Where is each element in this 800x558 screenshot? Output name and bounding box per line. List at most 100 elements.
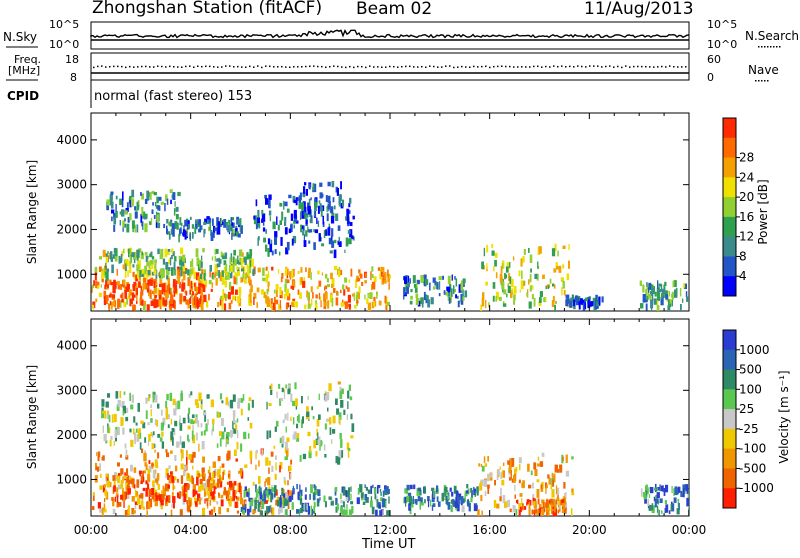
data-cell bbox=[214, 269, 216, 278]
data-cell bbox=[171, 428, 175, 432]
data-cell bbox=[110, 302, 113, 310]
data-cell bbox=[512, 505, 516, 513]
data-cell bbox=[163, 223, 166, 229]
data-cell bbox=[413, 484, 416, 490]
data-cell bbox=[214, 264, 218, 273]
data-cell bbox=[492, 282, 496, 289]
data-cell bbox=[231, 232, 233, 240]
data-cell bbox=[202, 483, 206, 491]
data-cell bbox=[528, 301, 532, 309]
data-patch-5 bbox=[403, 484, 479, 515]
data-cell bbox=[112, 508, 116, 514]
data-cell bbox=[94, 266, 98, 275]
data-cell bbox=[165, 262, 169, 270]
data-cell bbox=[174, 201, 176, 207]
data-cell bbox=[236, 277, 238, 285]
data-cell bbox=[340, 506, 343, 515]
data-cell bbox=[97, 502, 101, 509]
data-cell bbox=[408, 496, 413, 505]
data-cell bbox=[473, 488, 477, 492]
data-cell bbox=[200, 304, 204, 311]
nave-dot bbox=[525, 66, 527, 68]
data-cell bbox=[656, 293, 660, 302]
data-cell bbox=[493, 265, 495, 272]
data-cell bbox=[132, 264, 135, 268]
data-cell bbox=[409, 278, 411, 284]
data-cell bbox=[346, 208, 350, 218]
data-cell bbox=[301, 225, 304, 229]
data-cell bbox=[552, 498, 556, 507]
nave-dot bbox=[457, 66, 459, 68]
data-cell bbox=[187, 269, 190, 275]
data-cell bbox=[198, 392, 202, 402]
data-cell bbox=[349, 396, 353, 401]
data-cell bbox=[331, 283, 334, 288]
data-cell bbox=[206, 216, 210, 220]
data-cell bbox=[102, 485, 106, 493]
data-cell bbox=[276, 420, 279, 427]
data-cell bbox=[584, 302, 586, 309]
data-cell bbox=[122, 417, 124, 425]
data-cell bbox=[281, 290, 283, 298]
data-cell bbox=[679, 288, 682, 297]
data-cell bbox=[121, 292, 124, 300]
data-cell bbox=[260, 487, 262, 495]
data-cell bbox=[338, 241, 342, 247]
data-cell bbox=[132, 304, 136, 311]
data-cell bbox=[186, 228, 188, 237]
data-cell bbox=[579, 298, 583, 305]
data-cell bbox=[658, 286, 660, 294]
nave-dot bbox=[377, 66, 379, 68]
data-cell bbox=[534, 509, 538, 513]
data-cell bbox=[520, 258, 523, 267]
data-cell bbox=[478, 463, 481, 467]
data-cell bbox=[229, 281, 232, 291]
nave-dot bbox=[213, 66, 215, 68]
data-cell bbox=[123, 301, 127, 308]
data-cell bbox=[186, 450, 188, 456]
data-cell bbox=[104, 490, 106, 496]
data-cell bbox=[656, 487, 658, 492]
data-cell bbox=[101, 399, 105, 407]
data-cell bbox=[248, 492, 250, 502]
data-cell bbox=[211, 428, 213, 436]
data-cell bbox=[177, 268, 180, 274]
data-cell bbox=[298, 202, 302, 209]
data-cell bbox=[504, 501, 508, 508]
data-cell bbox=[271, 487, 275, 492]
data-cell bbox=[318, 292, 321, 300]
nave-dot bbox=[577, 65, 579, 67]
data-cell bbox=[234, 490, 237, 495]
data-cell bbox=[137, 431, 140, 439]
data-cell bbox=[105, 491, 109, 500]
data-cell bbox=[197, 493, 201, 502]
data-cell bbox=[347, 287, 350, 292]
data-cell bbox=[404, 496, 407, 504]
data-cell bbox=[208, 484, 211, 492]
data-cell bbox=[175, 401, 178, 411]
data-cell bbox=[172, 192, 176, 200]
data-cell bbox=[296, 509, 300, 514]
data-cell bbox=[124, 286, 126, 294]
nave-legend-dot bbox=[758, 80, 760, 82]
data-cell bbox=[222, 270, 224, 277]
data-cell bbox=[133, 467, 137, 473]
data-cell bbox=[550, 484, 552, 490]
data-cell bbox=[126, 494, 130, 499]
data-cell bbox=[347, 390, 350, 399]
data-cell bbox=[144, 437, 147, 443]
nave-dot bbox=[553, 65, 555, 67]
data-cell bbox=[173, 428, 176, 436]
data-cell bbox=[221, 295, 225, 301]
data-cell bbox=[279, 220, 282, 225]
data-cell bbox=[462, 296, 465, 301]
data-cell bbox=[197, 219, 199, 228]
data-cell bbox=[175, 206, 179, 212]
power-data bbox=[91, 181, 689, 311]
data-cell bbox=[154, 499, 158, 507]
data-cell bbox=[686, 488, 689, 494]
data-cell bbox=[167, 222, 171, 226]
data-cell bbox=[540, 484, 543, 489]
data-cell bbox=[241, 268, 244, 272]
data-cell bbox=[198, 280, 202, 285]
